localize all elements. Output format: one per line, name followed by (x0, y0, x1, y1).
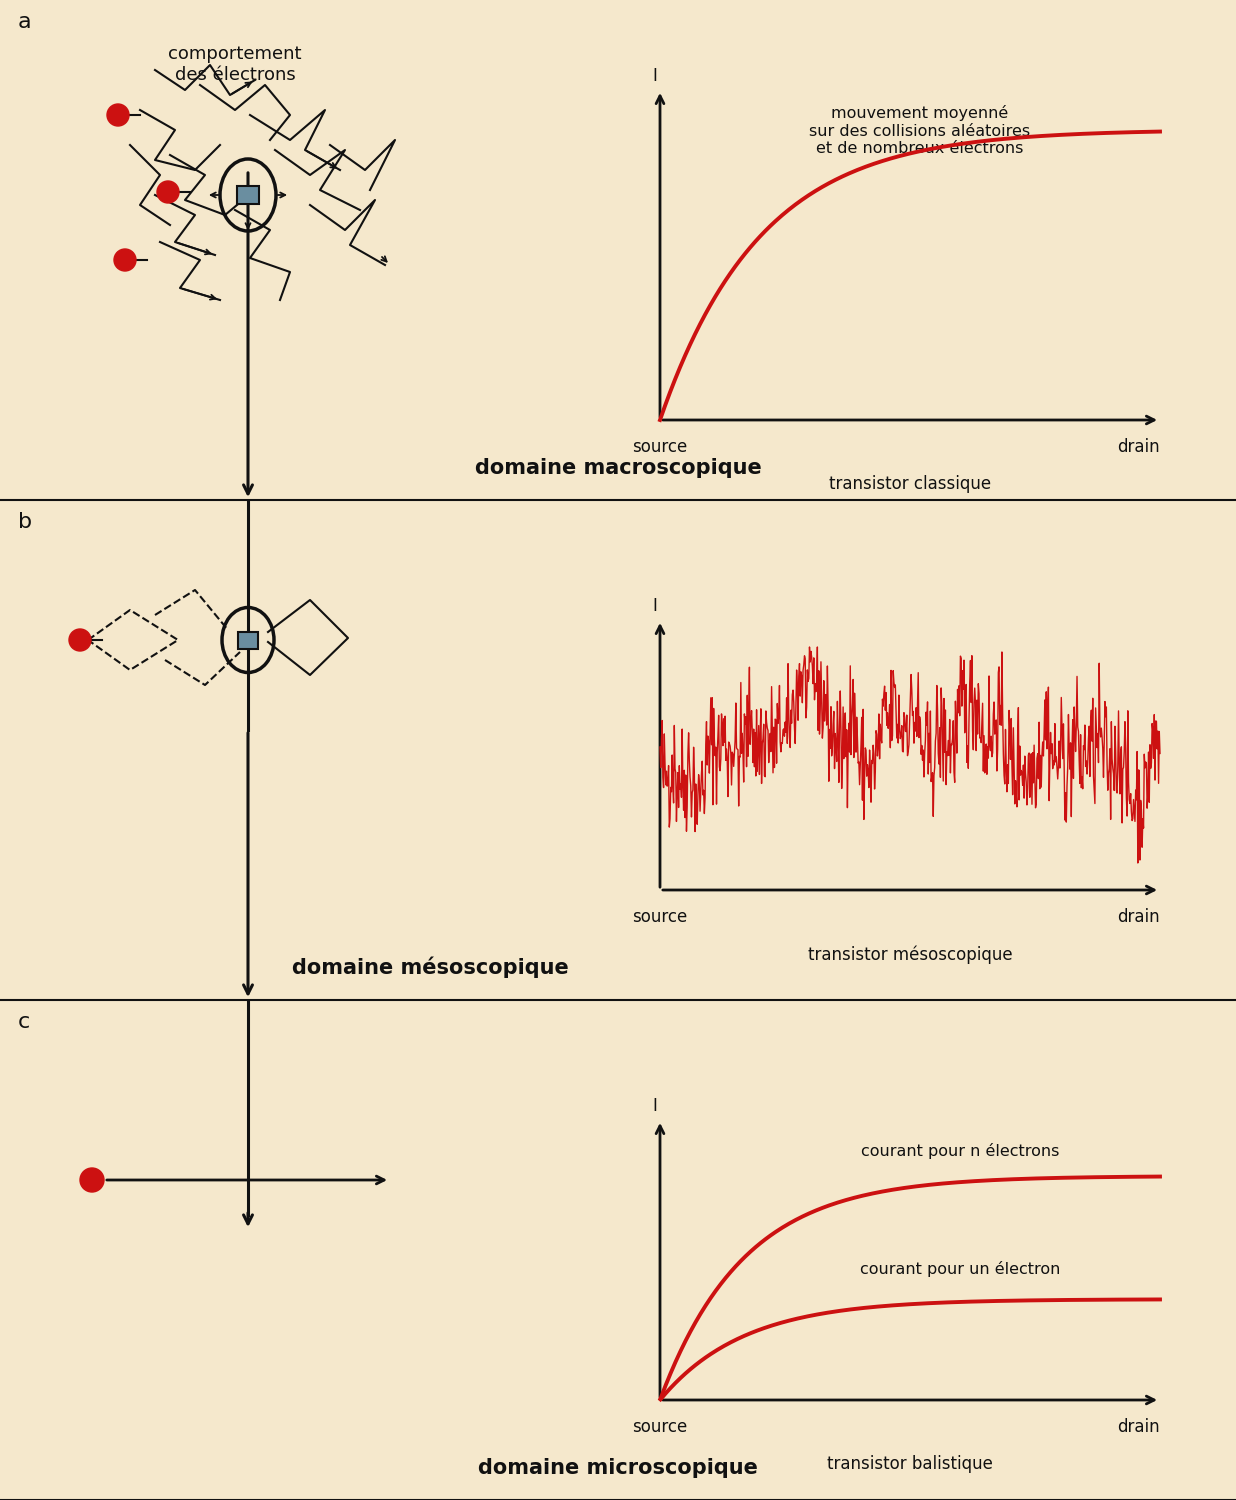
Text: transistor mésoscopique: transistor mésoscopique (807, 945, 1012, 963)
Text: transistor balistique: transistor balistique (827, 1455, 993, 1473)
Circle shape (69, 628, 91, 651)
Text: mouvement moyenné
sur des collisions aléatoires
et de nombreux électrons: mouvement moyenné sur des collisions alé… (810, 105, 1031, 156)
FancyBboxPatch shape (239, 632, 258, 650)
Text: comportement
des électrons: comportement des électrons (168, 45, 302, 84)
Text: domaine microscopique: domaine microscopique (478, 1458, 758, 1478)
Text: source: source (633, 1418, 687, 1436)
Text: I: I (653, 68, 658, 86)
FancyBboxPatch shape (237, 186, 260, 204)
Text: domaine mésoscopique: domaine mésoscopique (292, 957, 569, 978)
Circle shape (157, 182, 179, 203)
Text: transistor classique: transistor classique (829, 476, 991, 494)
Text: drain: drain (1117, 908, 1161, 926)
Text: courant pour n électrons: courant pour n électrons (860, 1143, 1059, 1160)
Text: a: a (19, 12, 32, 32)
Text: source: source (633, 438, 687, 456)
Text: b: b (19, 512, 32, 532)
Text: source: source (633, 908, 687, 926)
Text: I: I (653, 1096, 658, 1114)
Text: drain: drain (1117, 1418, 1161, 1436)
Circle shape (108, 104, 129, 126)
Circle shape (114, 249, 136, 272)
Text: drain: drain (1117, 438, 1161, 456)
Circle shape (80, 1168, 104, 1192)
Text: c: c (19, 1013, 30, 1032)
Text: courant pour un électron: courant pour un électron (860, 1262, 1060, 1276)
Text: I: I (653, 597, 658, 615)
Text: domaine macroscopique: domaine macroscopique (475, 458, 761, 478)
